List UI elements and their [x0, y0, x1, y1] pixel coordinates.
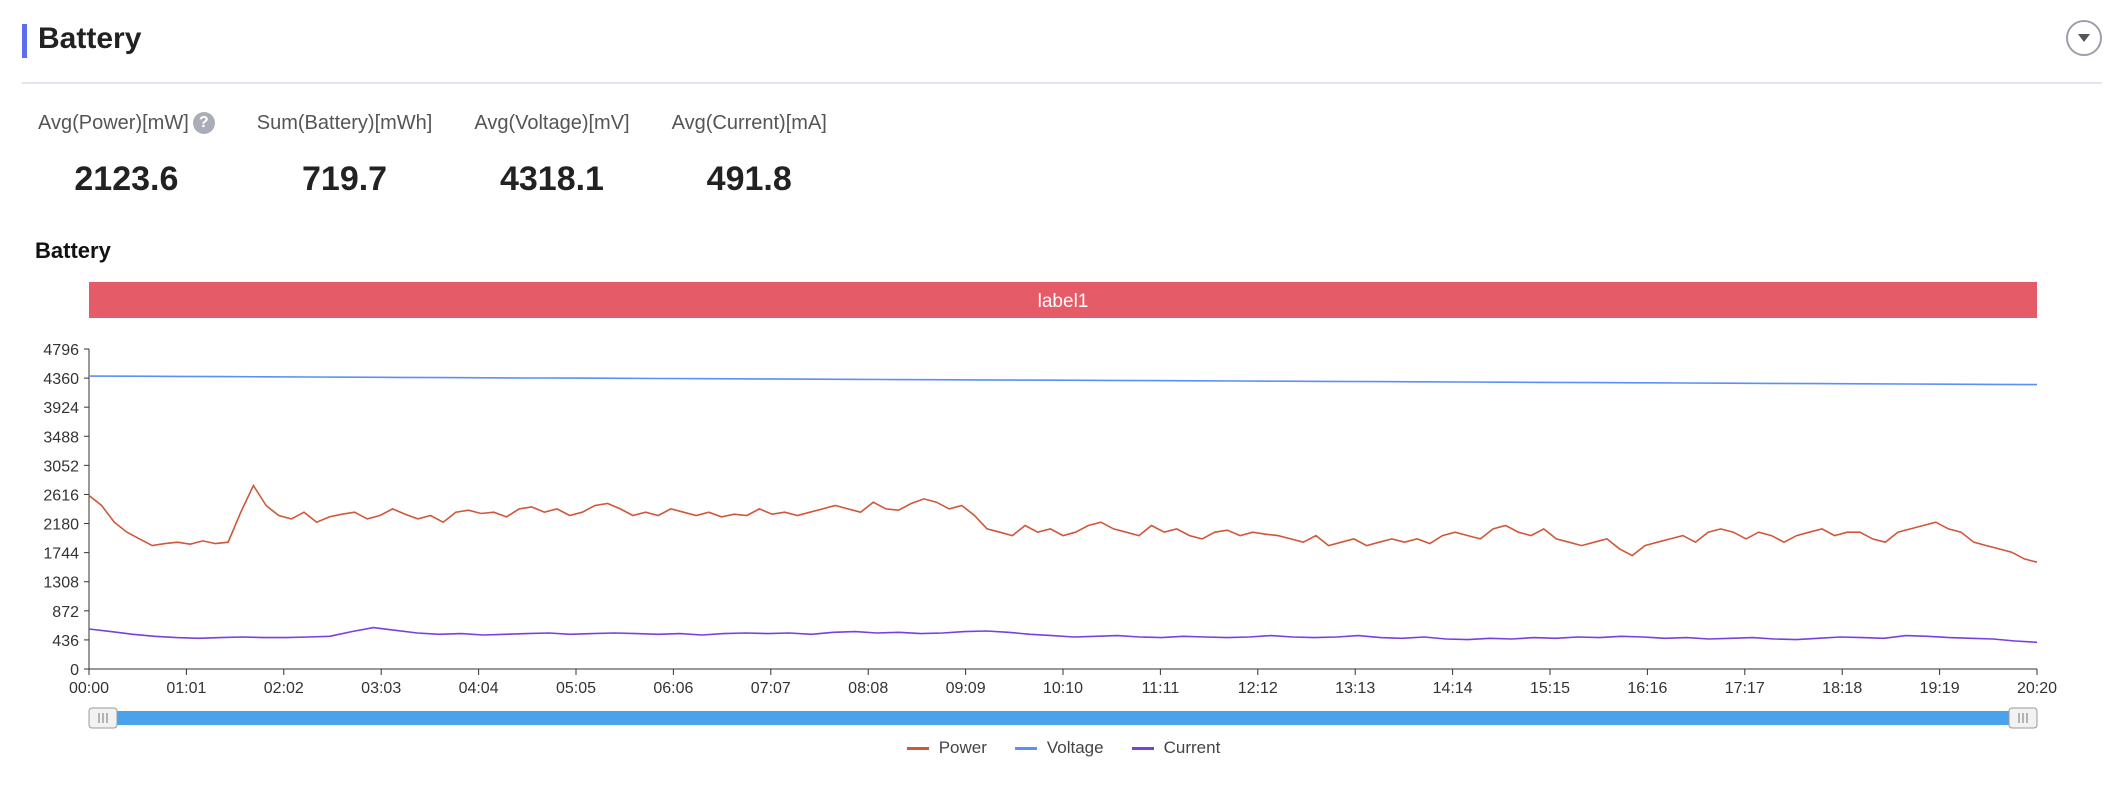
x-tick-label: 02:02: [264, 680, 304, 697]
y-tick-label: 4796: [43, 342, 79, 359]
y-tick-label: 2616: [43, 487, 79, 504]
y-tick-label: 3924: [43, 400, 79, 417]
zoom-slider[interactable]: [88, 707, 2038, 729]
x-tick-label: 04:04: [459, 680, 499, 697]
x-tick-label: 12:12: [1238, 680, 1278, 697]
chevron-down-icon: [2078, 34, 2090, 42]
metric-value: 4318.1: [499, 160, 604, 198]
metric-label: Avg(Power)[mW]: [38, 111, 189, 134]
x-tick-label: 09:09: [946, 680, 986, 697]
section-header: Battery: [22, 18, 2102, 84]
x-tick-label: 10:10: [1043, 680, 1083, 697]
y-tick-label: 1308: [43, 575, 79, 592]
y-tick-label: 436: [52, 633, 79, 650]
y-tick-label: 2180: [43, 517, 79, 534]
x-tick-label: 01:01: [166, 680, 206, 697]
legend-swatch: [906, 746, 929, 750]
metric-label: Sum(Battery)[mWh]: [256, 111, 433, 134]
x-tick-label: 15:15: [1530, 680, 1570, 697]
metric-label: Avg(Voltage)[mV]: [474, 111, 630, 134]
chart-axes: 0 436 872 1308 1744 2180 2616 3052 3488 3924 4360 4…: [43, 342, 2057, 697]
x-tick-label: 11:11: [1142, 680, 1180, 697]
chart-title: Battery: [35, 238, 111, 263]
legend-item-current[interactable]: Current: [1131, 738, 1221, 758]
series-line-power: [88, 483, 2038, 563]
collapse-button[interactable]: [2066, 20, 2102, 56]
metric-avg-power: Avg(Power)[mW] ? 2123.6: [38, 108, 215, 199]
x-tick-label: 18:18: [1822, 680, 1862, 697]
x-tick-label: 16:16: [1627, 680, 1667, 697]
x-tick-label: 03:03: [361, 680, 401, 697]
page-title: Battery: [38, 22, 142, 55]
legend-label: Voltage: [1046, 738, 1104, 757]
legend-item-voltage[interactable]: Voltage: [1014, 738, 1104, 758]
series-line-current: [88, 626, 2038, 644]
y-tick-label: 0: [70, 662, 79, 679]
header-accent-bar: [22, 24, 27, 58]
metrics-row: Avg(Power)[mW] ? 2123.6 Sum(Battery)[mWh…: [38, 108, 869, 199]
metric-avg-voltage: Avg(Voltage)[mV] 4318.1: [474, 108, 629, 199]
legend-swatch: [1014, 746, 1037, 750]
metric-sum-battery: Sum(Battery)[mWh] 719.7: [257, 108, 433, 199]
x-tick-label: 07:07: [751, 680, 791, 697]
y-tick-label: 4360: [43, 371, 79, 388]
slider-track[interactable]: [100, 711, 2026, 725]
legend-label: Current: [1163, 738, 1221, 757]
metric-avg-current: Avg(Current)[mA] 491.8: [672, 108, 827, 199]
label-band: [89, 282, 2037, 318]
x-tick-label: 19:19: [1920, 680, 1960, 697]
metric-value: 2123.6: [74, 160, 179, 198]
y-tick-label: 3052: [43, 458, 79, 475]
legend-label: Power: [938, 738, 987, 757]
metric-label: Avg(Current)[mA]: [671, 111, 827, 134]
series-line-voltage: [88, 375, 2038, 386]
metric-value: 491.8: [706, 160, 792, 198]
x-tick-label: 14:14: [1433, 680, 1473, 697]
x-tick-label: 20:20: [2017, 680, 2057, 697]
x-tick-label: 08:08: [848, 680, 888, 697]
x-tick-label: 00:00: [69, 680, 109, 697]
y-tick-label: 872: [52, 604, 79, 621]
x-tick-label: 05:05: [556, 680, 596, 697]
x-tick-label: 13:13: [1335, 680, 1375, 697]
x-tick-label: 17:17: [1725, 680, 1765, 697]
legend-swatch: [1131, 746, 1154, 750]
help-icon[interactable]: ?: [192, 112, 215, 134]
metric-value: 719.7: [302, 160, 388, 198]
battery-line-chart: label1 0 436 872 1308 1744 2180 2616 3052 3488 39…: [43, 282, 2057, 729]
chart-legend: Power Voltage Current: [0, 738, 2127, 758]
x-tick-label: 06:06: [653, 680, 693, 697]
y-tick-label: 1744: [43, 546, 79, 563]
legend-item-power[interactable]: Power: [906, 738, 987, 758]
chart-series: [88, 375, 2038, 644]
y-tick-label: 3488: [43, 429, 79, 446]
label-band-text: label1: [1038, 291, 1089, 312]
